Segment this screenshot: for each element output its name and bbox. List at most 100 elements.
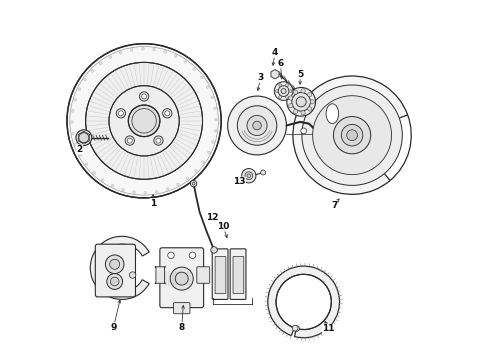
Circle shape [293,109,297,114]
Circle shape [156,138,161,143]
Circle shape [132,191,135,194]
Circle shape [293,90,297,94]
FancyBboxPatch shape [155,267,165,283]
Circle shape [189,252,195,258]
Circle shape [300,111,305,115]
Wedge shape [292,76,407,194]
Circle shape [119,51,122,54]
Circle shape [74,98,77,101]
Circle shape [241,168,255,183]
Text: 10: 10 [216,222,229,231]
Wedge shape [90,236,149,300]
Text: 11: 11 [322,324,334,333]
Circle shape [206,86,209,89]
Circle shape [72,132,74,135]
Circle shape [85,163,88,166]
Wedge shape [267,266,339,338]
Circle shape [278,95,281,98]
Circle shape [252,121,261,130]
Circle shape [346,130,357,140]
Circle shape [333,117,370,154]
Circle shape [194,170,197,172]
Circle shape [207,151,210,154]
Circle shape [291,93,310,111]
FancyBboxPatch shape [95,244,135,297]
FancyBboxPatch shape [215,256,225,294]
FancyBboxPatch shape [212,249,227,300]
Circle shape [116,109,125,118]
Circle shape [105,255,124,274]
Circle shape [155,190,158,193]
Circle shape [79,133,89,143]
Circle shape [300,128,306,134]
Circle shape [163,50,166,53]
Circle shape [111,184,114,187]
Circle shape [101,179,104,181]
Text: 13: 13 [232,177,245,186]
Circle shape [127,138,132,143]
Circle shape [164,111,169,116]
Circle shape [143,192,146,194]
Circle shape [71,109,74,112]
Circle shape [278,86,288,96]
Text: 12: 12 [205,213,218,222]
Circle shape [246,116,266,135]
Circle shape [79,153,81,156]
Circle shape [190,180,196,187]
Circle shape [176,183,179,186]
Circle shape [293,326,299,332]
Circle shape [288,103,292,108]
Text: 9: 9 [110,323,117,332]
Circle shape [341,125,362,146]
Circle shape [274,82,292,100]
Text: 4: 4 [271,48,278,57]
Circle shape [109,86,179,156]
Circle shape [211,140,214,143]
Circle shape [118,111,123,116]
FancyBboxPatch shape [173,303,190,314]
Circle shape [129,272,136,278]
Circle shape [174,55,177,58]
Circle shape [110,277,119,286]
Circle shape [285,95,288,98]
Circle shape [70,121,73,123]
Text: 3: 3 [257,73,263,82]
Circle shape [141,47,144,50]
Circle shape [78,88,81,91]
Text: 7: 7 [330,201,337,210]
Text: 2: 2 [76,145,82,154]
Circle shape [285,84,288,87]
Circle shape [163,109,172,118]
Circle shape [128,105,160,136]
Circle shape [85,62,202,179]
Circle shape [92,171,95,174]
Text: 1: 1 [150,199,156,208]
Circle shape [185,177,188,180]
Text: 8: 8 [178,323,184,332]
Circle shape [166,188,169,190]
Circle shape [183,60,186,63]
Circle shape [288,96,292,100]
Circle shape [76,130,92,145]
FancyBboxPatch shape [230,249,245,300]
Circle shape [292,325,297,331]
FancyBboxPatch shape [196,267,209,283]
Ellipse shape [325,104,338,123]
Circle shape [210,247,217,253]
Circle shape [244,172,252,180]
Circle shape [109,259,120,269]
Circle shape [301,85,402,185]
Circle shape [214,130,217,132]
Circle shape [139,92,148,101]
Circle shape [91,69,94,72]
FancyBboxPatch shape [233,256,244,294]
Circle shape [210,96,213,99]
Circle shape [214,118,217,121]
Circle shape [170,267,193,290]
Circle shape [278,84,281,87]
Circle shape [237,106,276,145]
Circle shape [286,87,315,116]
FancyBboxPatch shape [160,248,203,308]
Circle shape [192,68,195,71]
Circle shape [99,62,102,65]
